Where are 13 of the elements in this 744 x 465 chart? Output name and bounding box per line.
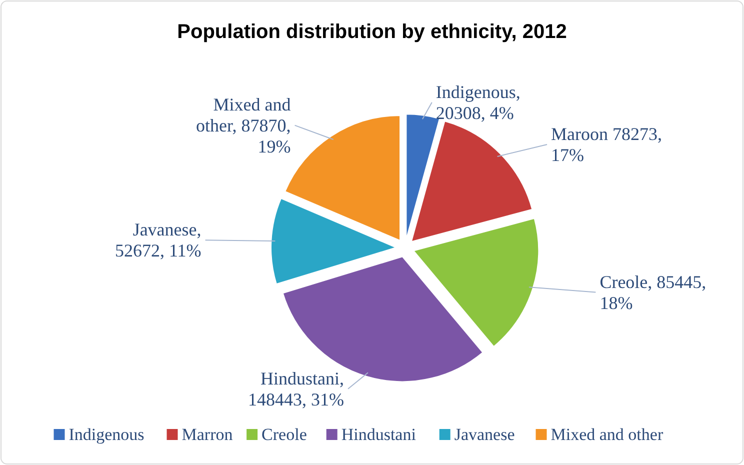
data-label: Indigenous, 20308, 4% (436, 82, 520, 123)
legend-label: Creole (262, 425, 307, 444)
legend-label: Javanese (454, 425, 515, 444)
data-label: Creole, 85445, 18% (600, 272, 706, 313)
data-label: Maroon 78273, 17% (551, 124, 662, 165)
data-label: Mixed and other, 87870, 19% (196, 94, 291, 156)
chart-title: Population distribution by ethnicity, 2012 (177, 21, 567, 43)
legend-label: Marron (182, 425, 234, 444)
data-label: Hindustani, 148443, 31% (248, 368, 344, 410)
legend-label: Mixed and other (550, 425, 664, 444)
legend-label: Indigenous (68, 425, 144, 444)
data-label: Javanese, 52672, 11% (114, 220, 202, 261)
legend-label: Hindustani (341, 425, 416, 444)
